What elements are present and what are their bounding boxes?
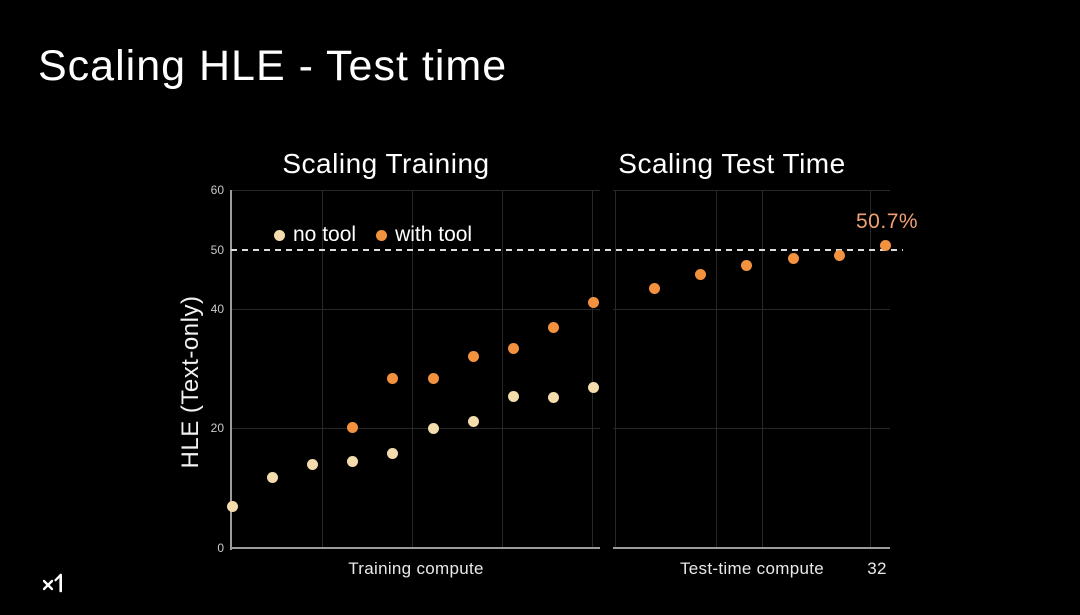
gridline-vertical [762, 190, 763, 548]
xai-logo-icon [42, 573, 62, 593]
scatter-point-with-tool [507, 342, 519, 354]
scatter-point-no-tool [427, 422, 439, 434]
legend-label-with-tool: with tool [395, 223, 473, 246]
scatter-point-no-tool [306, 458, 318, 470]
gridline-vertical [412, 190, 413, 548]
scatter-point-with-tool [588, 296, 600, 308]
scatter-point-with-tool [834, 250, 845, 262]
x-axis-line [613, 547, 890, 549]
scatter-point-no-tool [226, 501, 238, 513]
scatter-point-with-tool [387, 373, 399, 385]
legend-item-no-tool: no tool [274, 223, 356, 247]
scatter-point-with-tool [880, 239, 892, 251]
gridline-vertical [592, 190, 593, 548]
chart-legend: no tool with tool [274, 223, 472, 247]
gridline-horizontal [613, 190, 890, 191]
scatter-point-no-tool [507, 391, 519, 403]
y-axis-line [230, 190, 232, 550]
gridline-vertical [322, 190, 323, 548]
slide-title: Scaling HLE - Test time [38, 42, 508, 90]
gridline-horizontal [232, 428, 600, 430]
scatter-point-no-tool [347, 455, 359, 467]
x-axis-label-test-time-compute: Test-time compute [680, 559, 824, 578]
scatter-point-no-tool [387, 448, 399, 460]
y-tick-label: 60 [210, 183, 224, 197]
gridline-vertical [502, 190, 503, 548]
gridline-horizontal [613, 428, 890, 430]
scatter-point-with-tool [695, 268, 707, 280]
no-tool-dot-icon [274, 229, 285, 241]
gridline-vertical [615, 190, 616, 548]
y-tick-label: 50 [210, 242, 224, 257]
scatter-point-with-tool [787, 253, 799, 265]
scatter-point-with-tool [467, 350, 479, 362]
scatter-point-with-tool [548, 321, 560, 333]
legend-item-with-tool: with tool [376, 223, 472, 247]
x-tick-label-32: 32 [867, 559, 887, 578]
gridline-vertical [716, 190, 717, 548]
scatter-point-with-tool [648, 282, 660, 294]
y-tick-label: 40 [210, 302, 224, 317]
y-axis-title: HLE (Text-only) [177, 295, 204, 469]
reference-dashed-line [231, 248, 903, 251]
y-tick-label: 20 [210, 421, 224, 436]
gridline-horizontal [232, 309, 600, 311]
panel-title-scaling-training: Scaling Training [282, 148, 490, 179]
gridline-horizontal [232, 190, 600, 191]
scatter-point-no-tool [588, 382, 600, 394]
scatter-point-no-tool [467, 415, 479, 427]
annotation-50-7-percent: 50.7% [856, 210, 919, 233]
scatter-point-with-tool [741, 259, 753, 271]
x-axis-line [231, 547, 600, 549]
legend-label-no-tool: no tool [293, 223, 357, 246]
gridline-horizontal [613, 309, 890, 311]
panel-title-scaling-test-time: Scaling Test Time [618, 148, 846, 179]
scatter-point-no-tool [548, 391, 560, 403]
scatter-point-no-tool [266, 471, 278, 483]
y-tick-label: 0 [217, 540, 224, 555]
with-tool-dot-icon [376, 229, 388, 241]
scatter-point-with-tool [427, 373, 439, 385]
scatter-point-with-tool [347, 421, 359, 433]
gridline-vertical [870, 190, 871, 548]
x-axis-label-training-compute: Training compute [348, 559, 484, 578]
